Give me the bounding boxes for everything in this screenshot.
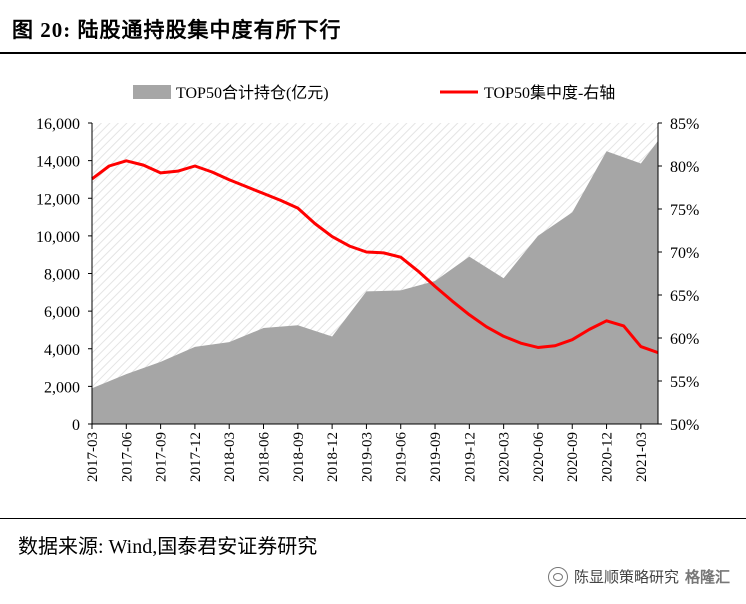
y-left-tick-label: 4,000 [44,342,80,359]
x-tick-label: 2018-12 [325,432,341,482]
x-tick-label: 2020-09 [565,432,581,482]
x-tick-label: 2021-03 [634,432,650,482]
y-right-tick-label: 65% [670,288,699,305]
x-tick-label: 2017-03 [85,432,101,482]
y-right-tick-label: 50% [670,417,699,434]
chart: 0 2,000 4,000 6,000 8,000 10,000 12,000 14,000 1… [36,84,699,482]
area-series-holdings [92,140,658,424]
title-rule [0,52,746,54]
x-tick-label: 2020-12 [600,432,616,482]
legend-swatch-holdings [133,85,171,99]
y-left-tick-label: 8,000 [44,267,80,284]
figure-title: 图 20: 陆股通持股集中度有所下行 [12,18,342,42]
x-tick-label: 2019-09 [428,432,444,482]
y-left-tick-label: 2,000 [44,379,80,396]
watermark-brand: 格隆汇 [684,568,730,586]
y-left-tick-label: 14,000 [36,154,80,171]
y-left-tick-label: 10,000 [36,229,80,246]
x-tick-label: 2020-03 [497,432,513,482]
y-right-tick-label: 70% [670,245,699,262]
x-tick-label: 2018-06 [257,432,273,482]
x-tick-label: 2019-06 [394,432,410,482]
x-tick-label: 2017-06 [119,432,135,482]
legend-label-holdings: TOP50合计持仓(亿元) [176,84,329,102]
y-right-tick-label: 55% [670,374,699,391]
source-note: 数据来源: Wind,国泰君安证券研究 [18,536,318,558]
y-left-tick-label: 16,000 [36,116,80,133]
x-tick-label: 2019-12 [462,432,478,482]
x-tick-label: 2018-09 [291,432,307,482]
x-tick-label: 2019-03 [359,432,375,482]
line-series-concentration [91,159,659,355]
y-right-tick-label: 80% [670,159,699,176]
x-tick-label: 2020-06 [531,432,547,482]
source-rule [0,518,746,519]
y-right-tick-label: 75% [670,202,699,219]
y-right-tick-label: 85% [670,116,699,133]
wechat-icon [547,566,568,587]
y-left-tick-label: 0 [72,417,80,434]
watermark-text: 陈显顺策略研究 [573,568,679,586]
legend-label-concentration: TOP50集中度-右轴 [484,84,615,102]
y-left-tick-label: 6,000 [44,304,80,321]
x-tick-label: 2017-12 [188,432,204,482]
y-right-tick-label: 60% [670,331,699,348]
y-left-tick-label: 12,000 [36,191,80,208]
x-tick-label: 2018-03 [222,432,238,482]
watermark: 陈显顺策略研究 格隆汇 [547,566,730,587]
x-tick-label: 2017-09 [154,432,170,482]
